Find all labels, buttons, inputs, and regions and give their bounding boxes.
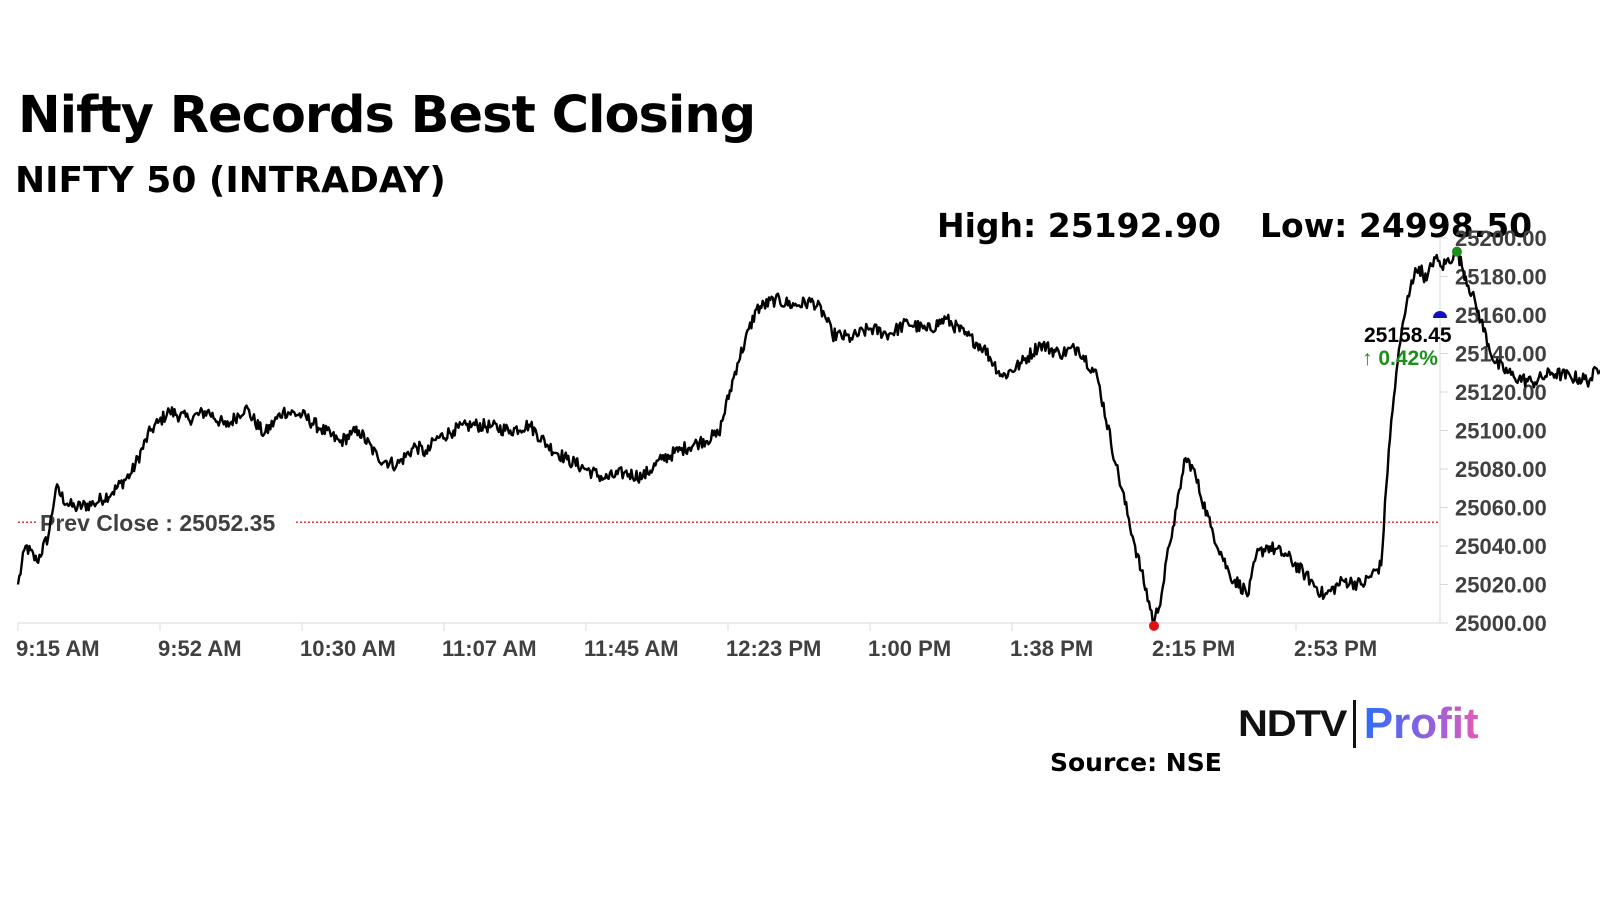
y-tick-label: 25040.00 — [1455, 534, 1547, 559]
x-tick-label: 12:23 PM — [726, 636, 821, 661]
change-percent-label: ↑ 0.42% — [1362, 347, 1438, 370]
chart-subtitle: NIFTY 50 (INTRADAY) — [15, 160, 446, 201]
profit-wordmark: Profit — [1363, 699, 1479, 748]
y-tick-label: 25000.00 — [1455, 611, 1547, 636]
low-label: Low: 24998.50 — [1260, 206, 1533, 245]
prev-close-group: Prev Close : 25052.35 — [18, 510, 1440, 536]
y-tick-label: 25060.00 — [1455, 496, 1547, 521]
x-axis: 9:15 AM 9:52 AM 10:30 AM 11:07 AM 11:45 AM 12… — [16, 622, 1440, 661]
logo-divider — [1352, 700, 1356, 748]
x-tick-label: 2:15 PM — [1152, 636, 1235, 661]
prev-close-label: Prev Close : 25052.35 — [40, 510, 275, 536]
y-tick-label: 25200.00 — [1455, 226, 1547, 251]
y-tick-label: 25080.00 — [1455, 457, 1547, 482]
y-tick-label: 25100.00 — [1455, 419, 1547, 444]
nifty-series-line — [16, 248, 1600, 625]
x-tick-label: 11:45 AM — [584, 636, 679, 661]
y-tick-label: 25020.00 — [1455, 573, 1547, 598]
ndtv-profit-logo: NDTV Profit — [1238, 694, 1479, 754]
last-value-label: 25158.45 — [1364, 324, 1452, 347]
last-value-marker — [1433, 310, 1447, 318]
y-tick-label: 25180.00 — [1455, 265, 1547, 290]
x-tick-label: 11:07 AM — [442, 636, 537, 661]
y-tick-label: 25160.00 — [1455, 303, 1547, 328]
high-point-dot — [1451, 246, 1462, 257]
low-point-dot — [1149, 620, 1159, 631]
x-tick-label: 2:53 PM — [1294, 636, 1377, 661]
y-tick-label: 25120.00 — [1455, 380, 1547, 405]
chart-title: Nifty Records Best Closing — [18, 86, 756, 145]
series-group — [16, 248, 1600, 625]
x-tick-label: 9:52 AM — [158, 636, 242, 661]
x-tick-label: 1:38 PM — [1010, 636, 1093, 661]
source-note: Source: NSE — [1050, 748, 1222, 777]
x-tick-label: 1:00 PM — [868, 636, 951, 661]
y-axis: 25200.0025180.0025160.0025140.0025120.00… — [1439, 226, 1547, 636]
high-label: High: 25192.90 — [937, 206, 1221, 245]
x-tick-label: 9:15 AM — [16, 636, 100, 661]
markers: 25158.45↑ 0.42% — [1149, 246, 1462, 631]
x-tick-label: 10:30 AM — [300, 636, 396, 661]
ndtv-wordmark: NDTV — [1238, 703, 1347, 744]
